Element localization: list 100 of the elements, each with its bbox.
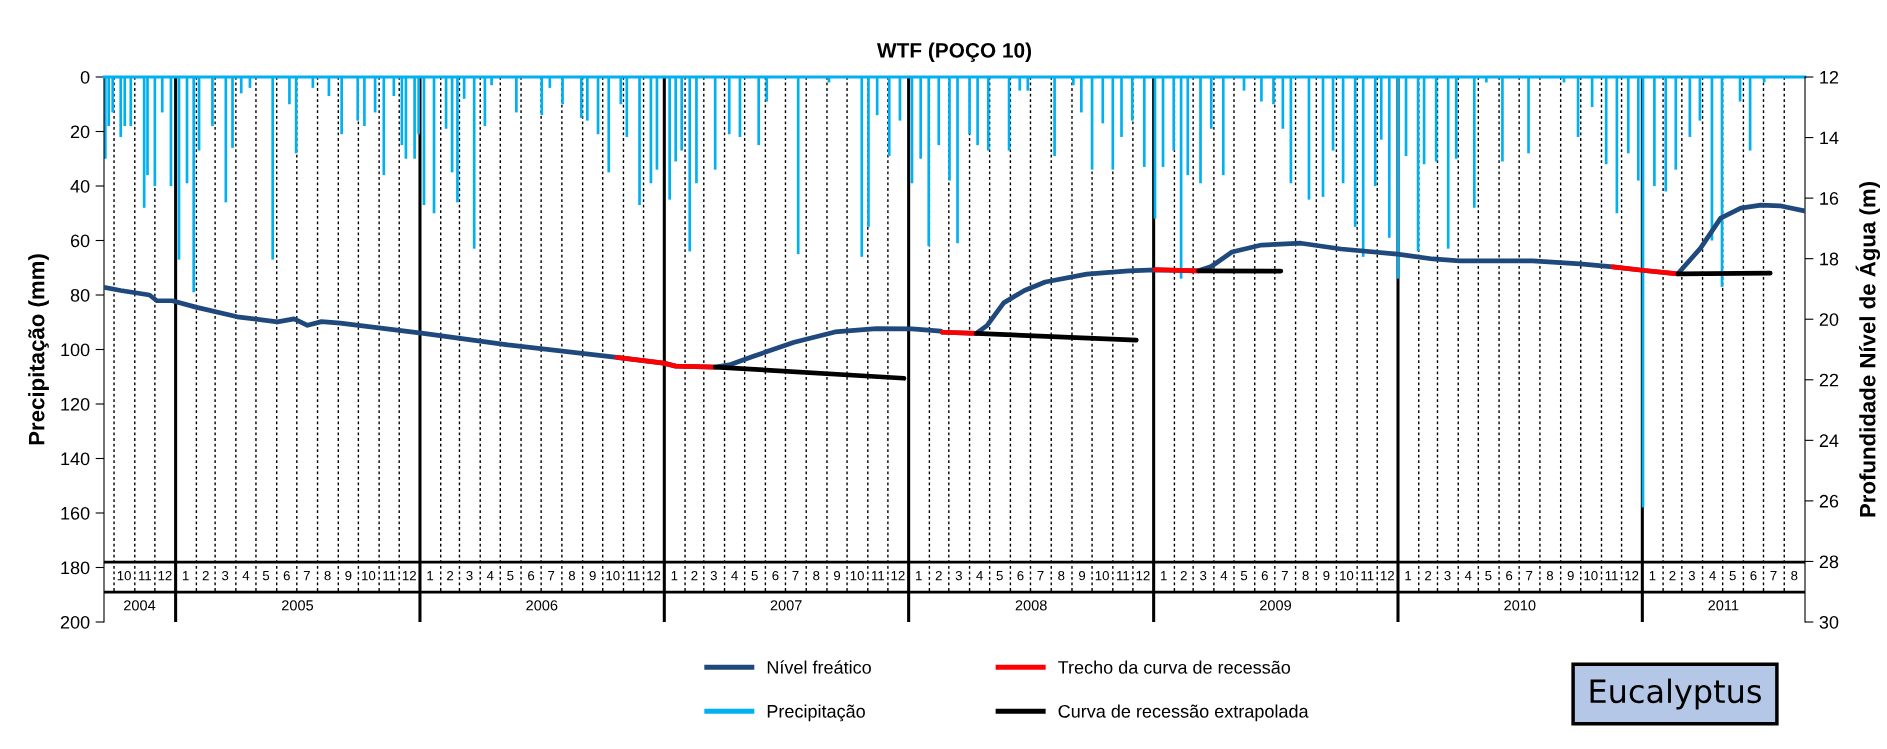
x-tick-label: 2 — [691, 570, 698, 581]
x-tick-label: 11 — [138, 571, 152, 581]
x-tick-label: 4 — [731, 571, 738, 581]
x-tick-label: 2 — [202, 570, 209, 581]
x-tick-label: 1 — [1161, 571, 1167, 581]
y-tick-label: 200 — [60, 615, 90, 629]
x2-tick-label: 2005 — [281, 600, 314, 611]
x-tick-label: 1 — [1405, 571, 1412, 581]
y2-tick-label: 22 — [1819, 373, 1839, 387]
x-tick-label: 4 — [486, 571, 494, 581]
x-tick-label: 3 — [1444, 570, 1451, 581]
x-tick-label: 6 — [772, 570, 779, 581]
x-tick-label: 7 — [1037, 571, 1044, 581]
x-tick-label: 9 — [1323, 570, 1330, 581]
x-tick-label: 8 — [1302, 570, 1309, 581]
legend-label: Curva de recessão extrapolada — [1058, 704, 1309, 722]
x-tick-label: 9 — [833, 570, 841, 581]
x-tick-label: 12 — [158, 570, 172, 581]
y-tick-label: 0 — [80, 70, 90, 84]
x-tick-label: 2 — [447, 570, 454, 581]
x-tick-label: 3 — [710, 570, 717, 581]
y-tick-label: 180 — [61, 561, 90, 575]
x-tick-label: 8 — [1546, 570, 1554, 581]
x-tick-label: 10 — [850, 570, 864, 581]
x-tick-label: 3 — [222, 570, 229, 581]
x-tick-label: 7 — [548, 571, 555, 581]
y-tick-label: 140 — [61, 452, 90, 466]
x-tick-label: 8 — [324, 570, 331, 581]
y-tick-label: 60 — [70, 234, 90, 248]
x-tick-label: 3 — [1688, 570, 1695, 581]
x2-tick-label: 2011 — [1708, 600, 1739, 611]
x-tick-label: 11 — [1605, 571, 1618, 581]
x-tick-label: 2 — [1425, 570, 1432, 581]
x-tick-label: 4 — [1220, 571, 1228, 581]
x-tick-label: 8 — [1058, 570, 1065, 581]
x-tick-label: 9 — [1567, 570, 1574, 581]
x-tick-label: 10 — [1095, 570, 1109, 581]
x-tick-label: 10 — [1340, 570, 1354, 581]
x-tick-label: 7 — [1526, 571, 1533, 581]
y2-tick-label: 24 — [1819, 434, 1839, 447]
y-tick-label: 120 — [61, 397, 90, 411]
x-tick-label: 3 — [955, 570, 962, 581]
legend-label: Trecho da curva de recessão — [1058, 660, 1291, 674]
x-tick-label: 12 — [891, 570, 905, 581]
x-tick-label: 3 — [466, 570, 473, 581]
x-tick-label: 12 — [647, 570, 661, 581]
x-tick-label: 9 — [589, 570, 596, 581]
chart-title: WTF (POÇO 10) — [876, 42, 1032, 62]
x-tick-label: 6 — [283, 570, 290, 581]
x-tick-label: 4 — [242, 571, 250, 581]
x-tick-label: 6 — [528, 570, 535, 581]
y-tick-label: 160 — [61, 506, 90, 520]
x-tick-label: 12 — [1380, 570, 1394, 581]
x-tick-label: 10 — [117, 570, 131, 581]
y2-tick-label: 20 — [1819, 313, 1839, 326]
x-tick-label: 6 — [1750, 570, 1757, 581]
x-tick-label: 9 — [345, 570, 352, 581]
x-tick-label: 12 — [402, 570, 416, 581]
x-tick-label: 5 — [1485, 571, 1492, 581]
x-tick-label: 1 — [1649, 571, 1656, 581]
y-tick-label: 80 — [70, 288, 90, 302]
x-tick-label: 12 — [1136, 570, 1150, 581]
x-tick-label: 11 — [383, 571, 396, 581]
legend-label: Precipitação — [767, 704, 865, 722]
x-tick-label: 5 — [507, 571, 514, 581]
x-tick-label: 8 — [568, 570, 576, 581]
x-tick-label: 5 — [1240, 571, 1248, 581]
text: Eucalyptus — [1590, 678, 1761, 710]
x-tick-label: 5 — [1729, 571, 1736, 581]
x2-tick-label: 2008 — [1015, 600, 1047, 611]
x-tick-label: 1 — [183, 571, 189, 581]
y2-tick-label: 12 — [1820, 70, 1839, 84]
y2-tick-label: 16 — [1820, 192, 1839, 205]
x-tick-label: 6 — [1506, 570, 1513, 581]
y2-tick-label: 30 — [1819, 615, 1839, 629]
x-tick-label: 2 — [1669, 570, 1676, 581]
y-tick-label: 100 — [61, 343, 90, 357]
x-tick-label: 8 — [813, 570, 820, 581]
x-tick-label: 7 — [792, 571, 799, 581]
x-tick-label: 11 — [1361, 571, 1374, 581]
x-tick-label: 3 — [1200, 570, 1207, 581]
x-tick-label: 5 — [996, 571, 1003, 581]
y2-tick-label: 14 — [1820, 131, 1839, 145]
x-tick-label: 11 — [872, 571, 885, 581]
x-tick-label: 7 — [1281, 571, 1288, 581]
x-tick-label: 1 — [671, 571, 678, 581]
y2-tick-label: 28 — [1819, 555, 1839, 569]
x-tick-label: 6 — [1017, 570, 1024, 581]
y-axis-title: Precipitação (mm) — [28, 254, 49, 445]
x-tick-label: 11 — [1117, 571, 1130, 581]
x2-tick-label: 2004 — [123, 600, 156, 611]
x-tick-label: 1 — [427, 571, 434, 581]
x-tick-label: 8 — [1791, 570, 1798, 581]
x-tick-label: 9 — [1078, 570, 1086, 581]
x-tick-label: 4 — [1464, 571, 1472, 581]
x-tick-label: 10 — [1584, 570, 1598, 581]
x2-tick-label: 2010 — [1504, 600, 1536, 611]
x-tick-label: 11 — [627, 571, 640, 581]
y2-tick-label: 26 — [1819, 494, 1839, 508]
x-tick-label: 10 — [606, 570, 620, 581]
